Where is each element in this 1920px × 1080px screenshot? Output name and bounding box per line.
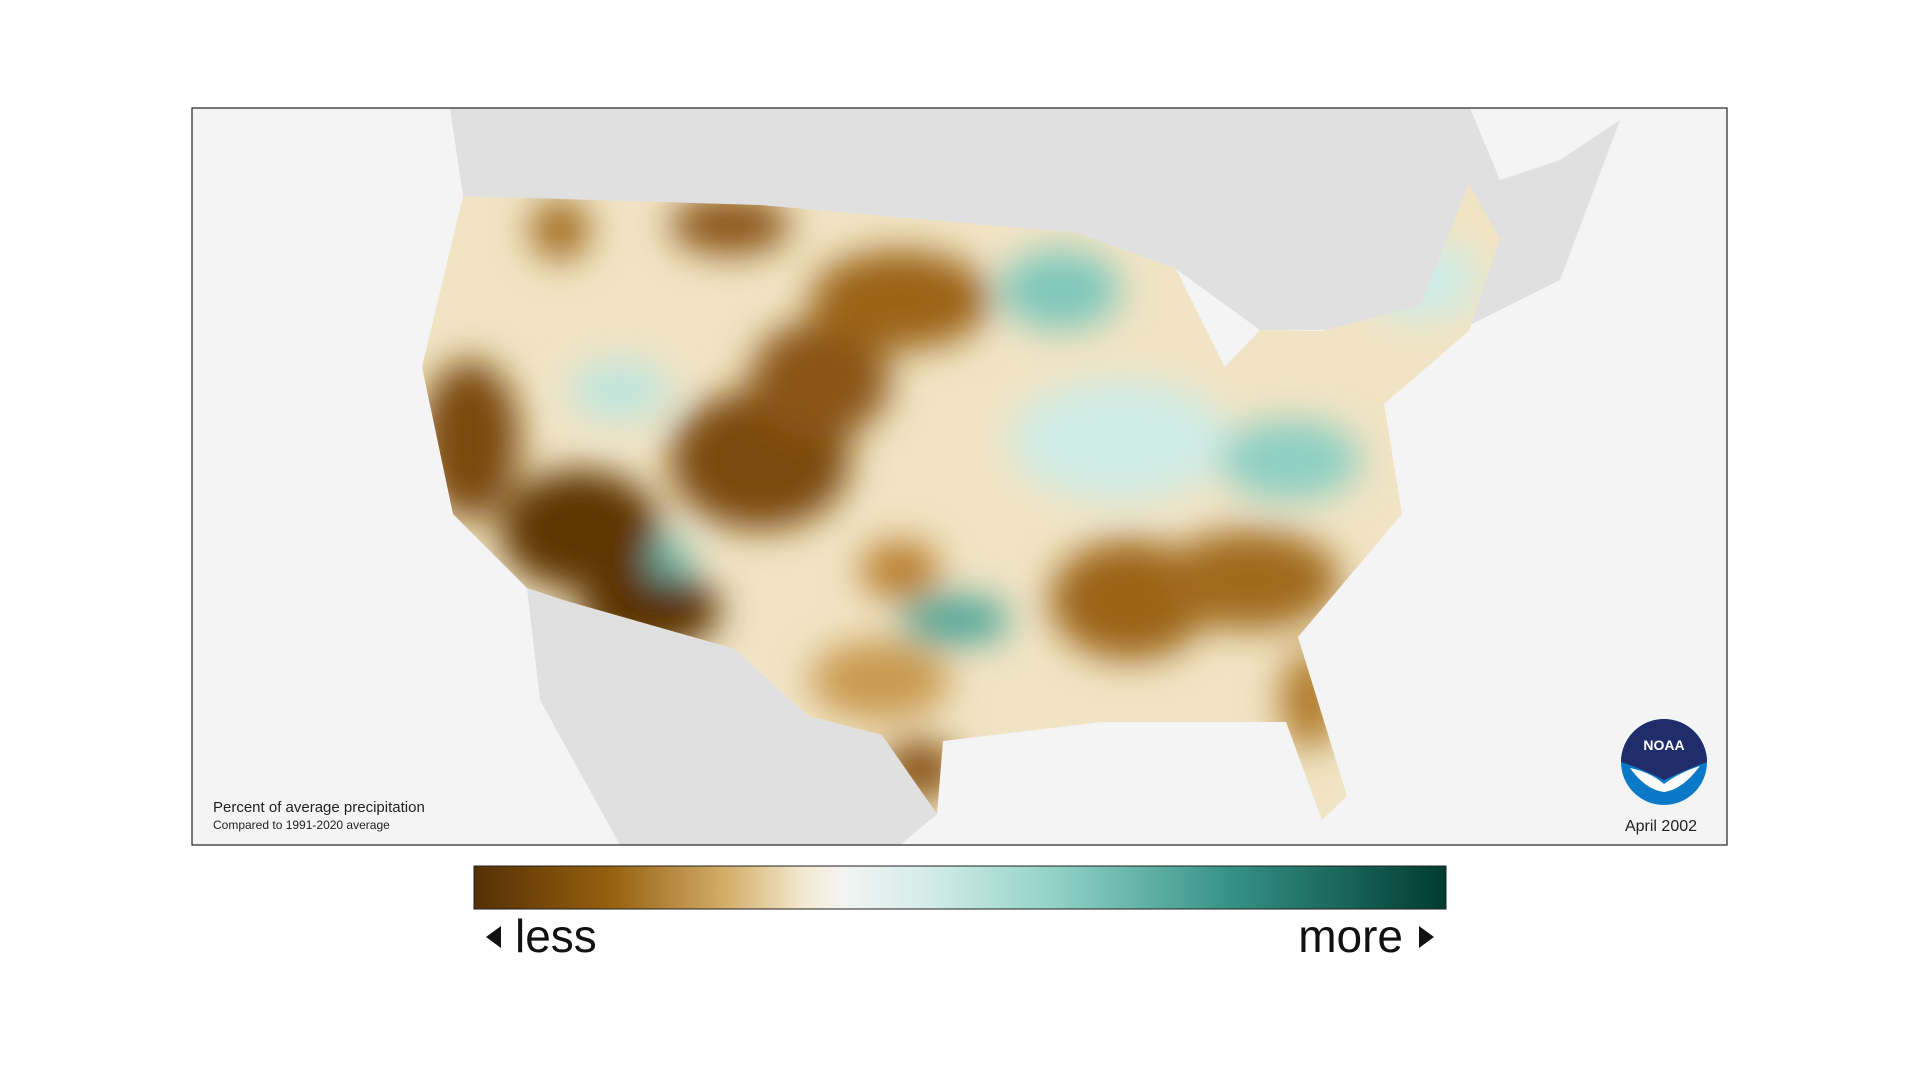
legend-low: less [515,910,597,962]
date-label: April 2002 [1625,818,1697,835]
caption-title: Percent of average precipitation [213,799,425,816]
logo-text: NOAA [1643,737,1684,753]
less-arrow [486,926,501,948]
color-bar [473,865,1447,910]
more-arrow [1419,926,1434,948]
neighbor-land [450,108,1620,845]
map-frame [191,107,1728,846]
noaa-logo: NOAA [1621,719,1707,805]
legend-high: more [1298,910,1403,962]
caption-subtitle: Compared to 1991-2020 average [213,818,390,832]
